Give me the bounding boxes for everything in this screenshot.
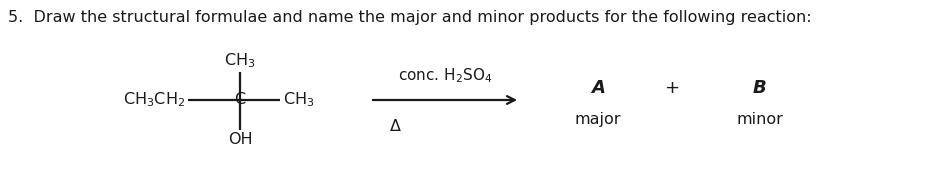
Text: major: major	[574, 112, 621, 127]
Text: minor: minor	[736, 112, 782, 127]
Text: CH$_3$: CH$_3$	[283, 91, 315, 109]
Text: conc. H$_2$SO$_4$: conc. H$_2$SO$_4$	[397, 66, 492, 85]
Text: CH$_3$: CH$_3$	[224, 51, 255, 70]
Text: CH$_3$CH$_2$: CH$_3$CH$_2$	[122, 91, 185, 109]
Text: A: A	[590, 79, 604, 97]
Text: OH: OH	[227, 132, 252, 147]
Text: C: C	[234, 93, 245, 107]
Text: B: B	[753, 79, 766, 97]
Text: $\Delta$: $\Delta$	[388, 118, 401, 134]
Text: +: +	[664, 79, 678, 97]
Text: 5.  Draw the structural formulae and name the major and minor products for the f: 5. Draw the structural formulae and name…	[8, 10, 811, 25]
